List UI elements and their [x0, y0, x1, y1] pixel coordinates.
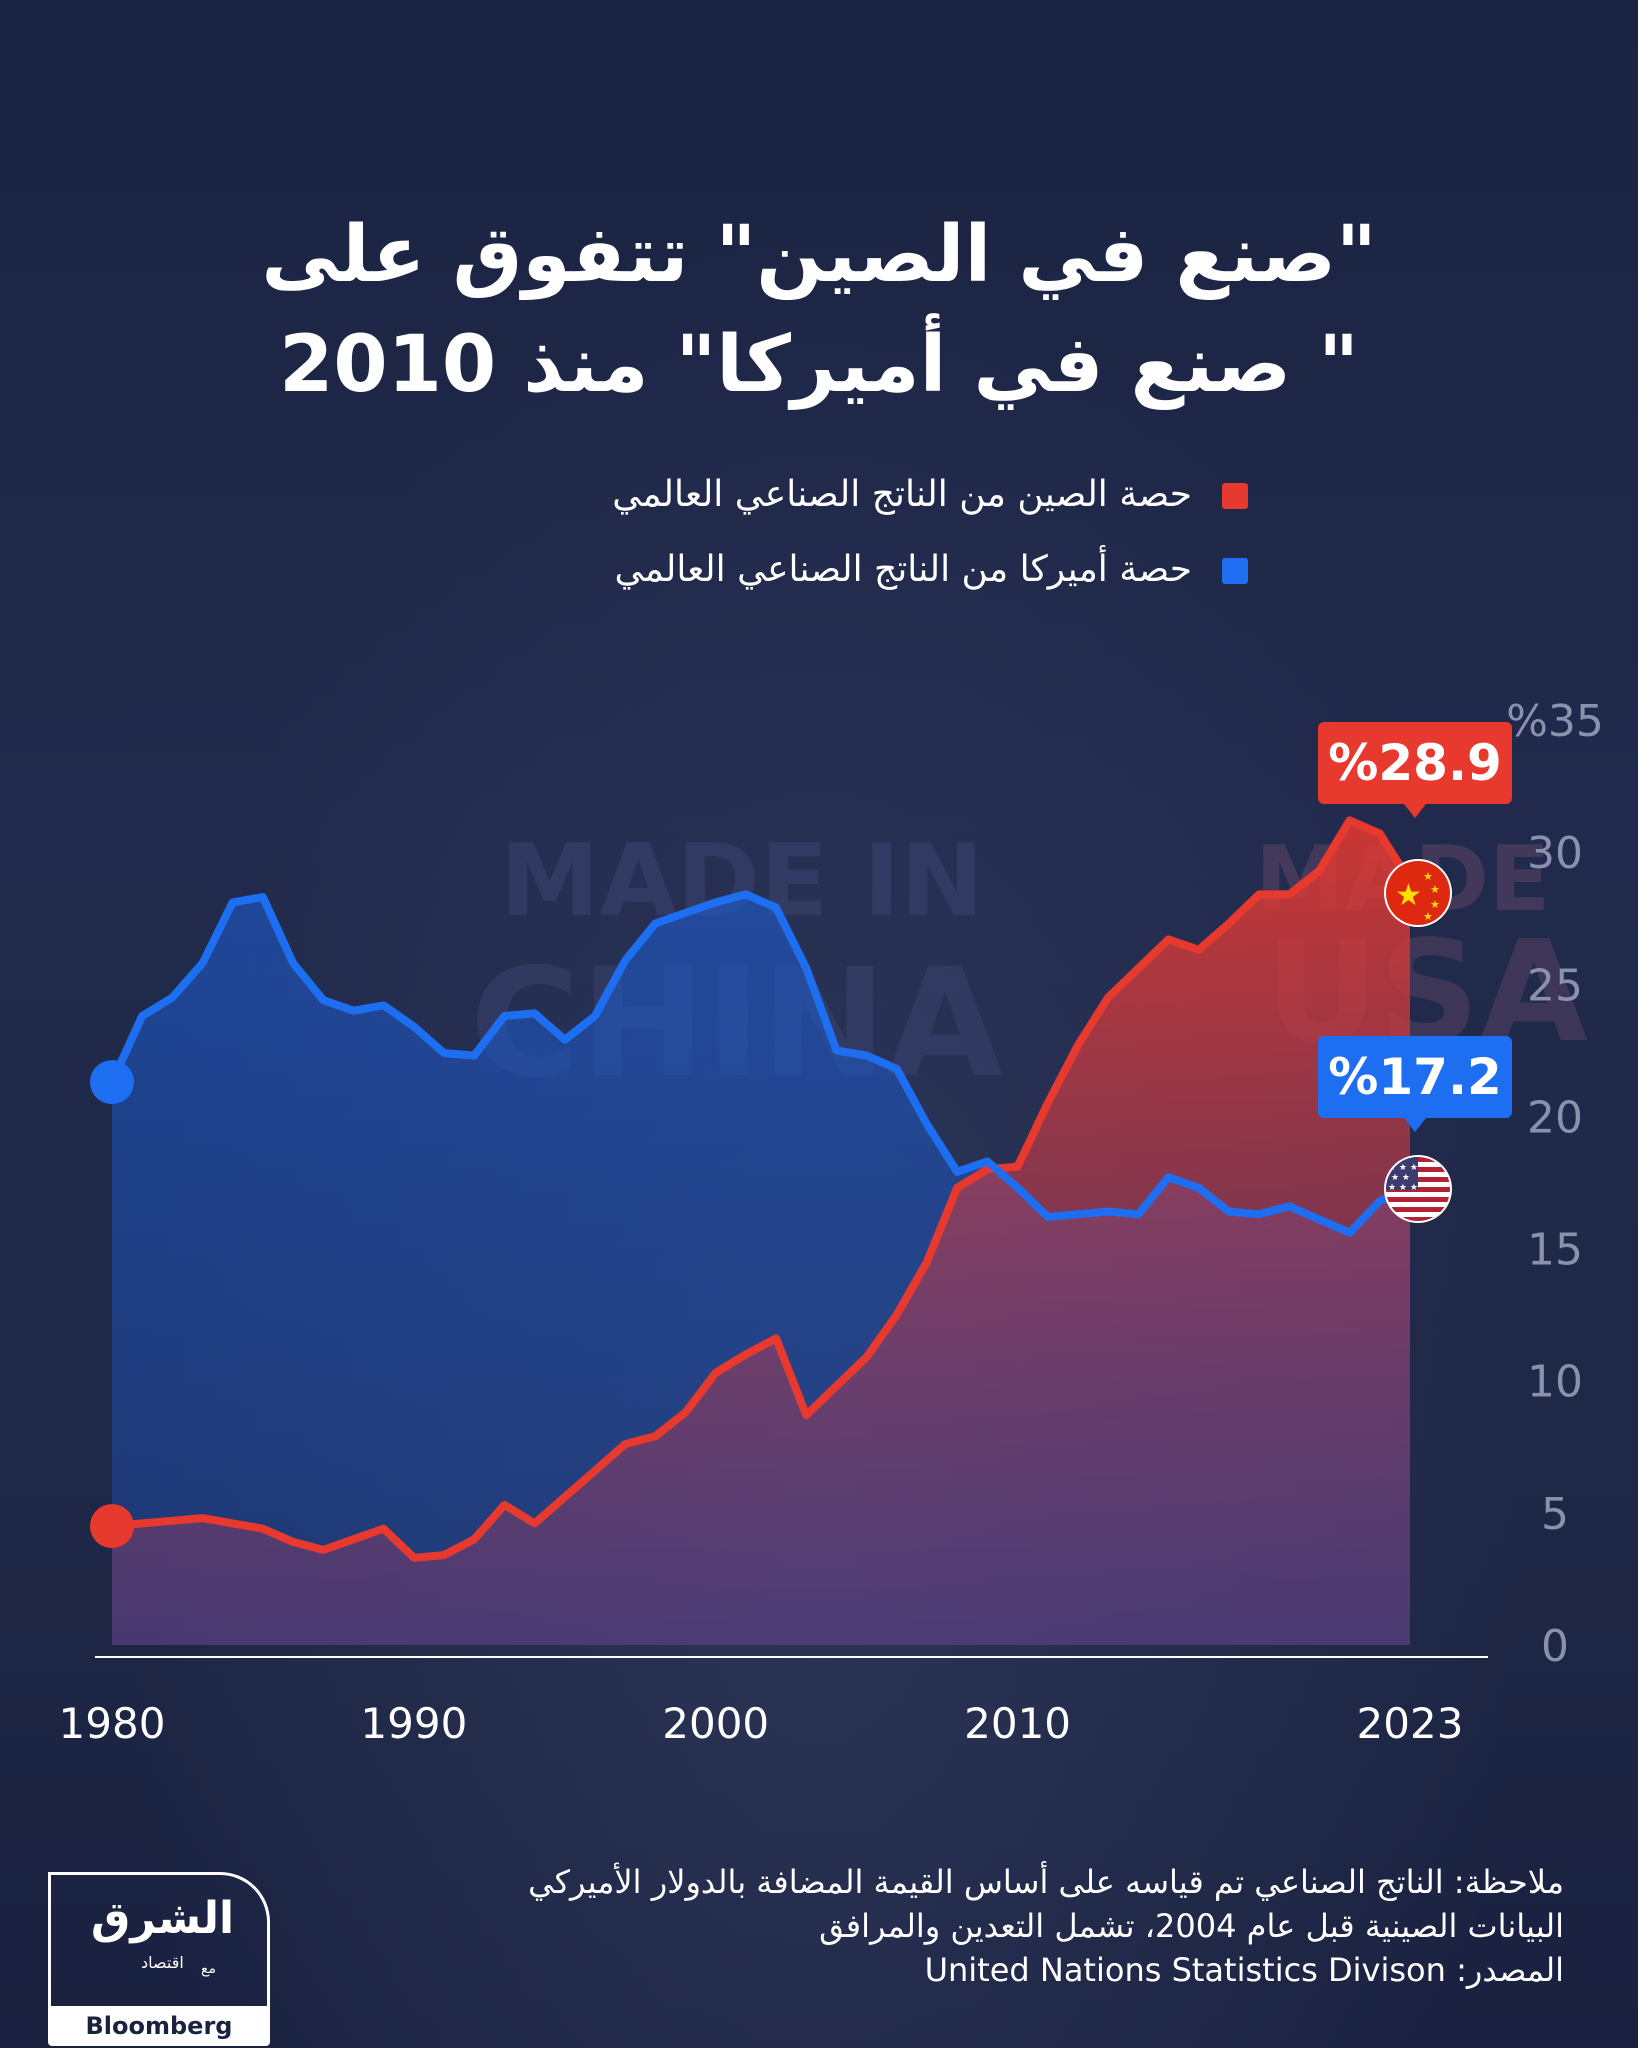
usa-value-callout: %17.2 [1318, 1036, 1512, 1132]
x-tick-label: 2010 [964, 1699, 1071, 1748]
y-tick-label: %35 [1506, 696, 1604, 747]
usa-value-label: %17.2 [1328, 1048, 1501, 1106]
china-flag-icon: ★ ★ ★ ★ ★ [1384, 859, 1452, 927]
y-tick-label: 30 [1527, 828, 1583, 879]
legend-swatch-china [1222, 483, 1248, 509]
y-tick-label: 25 [1527, 960, 1583, 1011]
svg-text:★: ★ [1395, 878, 1422, 913]
y-axis: 0 5 10 15 20 25 30 %35 [1506, 696, 1604, 1672]
legend-item-china: حصة الصين من الناتج الصناعي العالمي [612, 474, 1248, 515]
svg-text:★ ★ ★: ★ ★ ★ [1388, 1183, 1418, 1193]
svg-text:★: ★ [1430, 883, 1440, 896]
china-value-callout: %28.9 [1318, 722, 1512, 818]
logo-sub-text: اقتصاد [141, 1953, 184, 1972]
line-china [108, 816, 1414, 1562]
logo-main-text: الشرق [91, 1893, 235, 1944]
y-tick-label: 20 [1527, 1092, 1583, 1143]
x-tick-label: 1990 [360, 1699, 467, 1748]
note-line-1: ملاحظة: الناتج الصناعي تم قياسه على أساس… [528, 1863, 1564, 1901]
page-title: "صنع في الصين" تتفوق على " صنع في أميركا… [0, 200, 1638, 420]
x-axis: 1980 1990 2000 2010 2023 [59, 1699, 1464, 1748]
source-notes: ملاحظة: الناتج الصناعي تم قياسه على أساس… [528, 1860, 1564, 1992]
area-china [112, 820, 1410, 1645]
x-tick-label: 2023 [1357, 1699, 1464, 1748]
x-tick-label: 1980 [59, 1699, 166, 1748]
title-line-1: "صنع في الصين" تتفوق على [261, 210, 1377, 300]
legend-swatch-usa [1222, 558, 1248, 584]
legend-label-china: حصة الصين من الناتج الصناعي العالمي [612, 474, 1192, 515]
start-point-china [90, 1504, 134, 1549]
svg-text:★: ★ [1423, 910, 1433, 923]
legend-label-usa: حصة أميركا من الناتج الصناعي العالمي [614, 549, 1192, 590]
asharq-logo: الشرق اقتصاد مع [48, 1872, 270, 2024]
series-markers [90, 1060, 134, 1549]
series-areas [112, 820, 1410, 1645]
note-line-2: البيانات الصينية قبل عام 2004، تشمل التع… [819, 1907, 1564, 1945]
svg-text:★: ★ [1423, 870, 1433, 883]
title-line-2: " صنع في أميركا" منذ 2010 [279, 320, 1359, 410]
series-lines [108, 816, 1414, 1562]
bloomberg-logo: Bloomberg [48, 2006, 270, 2046]
y-tick-label: 5 [1541, 1489, 1569, 1540]
svg-text:★ ★: ★ ★ [1391, 1173, 1410, 1183]
y-tick-label: 0 [1541, 1621, 1569, 1672]
start-point-usa [90, 1060, 134, 1105]
svg-text:★ ★ ★: ★ ★ ★ [1388, 1163, 1418, 1173]
line-usa [108, 890, 1414, 1237]
svg-text:★: ★ [1430, 898, 1440, 911]
legend-item-usa: حصة أميركا من الناتج الصناعي العالمي [615, 549, 1248, 590]
y-tick-label: 15 [1527, 1225, 1583, 1276]
usa-flag-icon: ★ ★ ★ ★ ★ ★ ★ ★ [1384, 1155, 1452, 1223]
y-tick-label: 10 [1527, 1357, 1583, 1408]
logo-with-text: مع [201, 1961, 216, 1977]
x-tick-label: 2000 [662, 1699, 769, 1748]
note-source: المصدر: United Nations Statistics Diviso… [924, 1951, 1564, 1989]
china-value-label: %28.9 [1328, 734, 1501, 792]
